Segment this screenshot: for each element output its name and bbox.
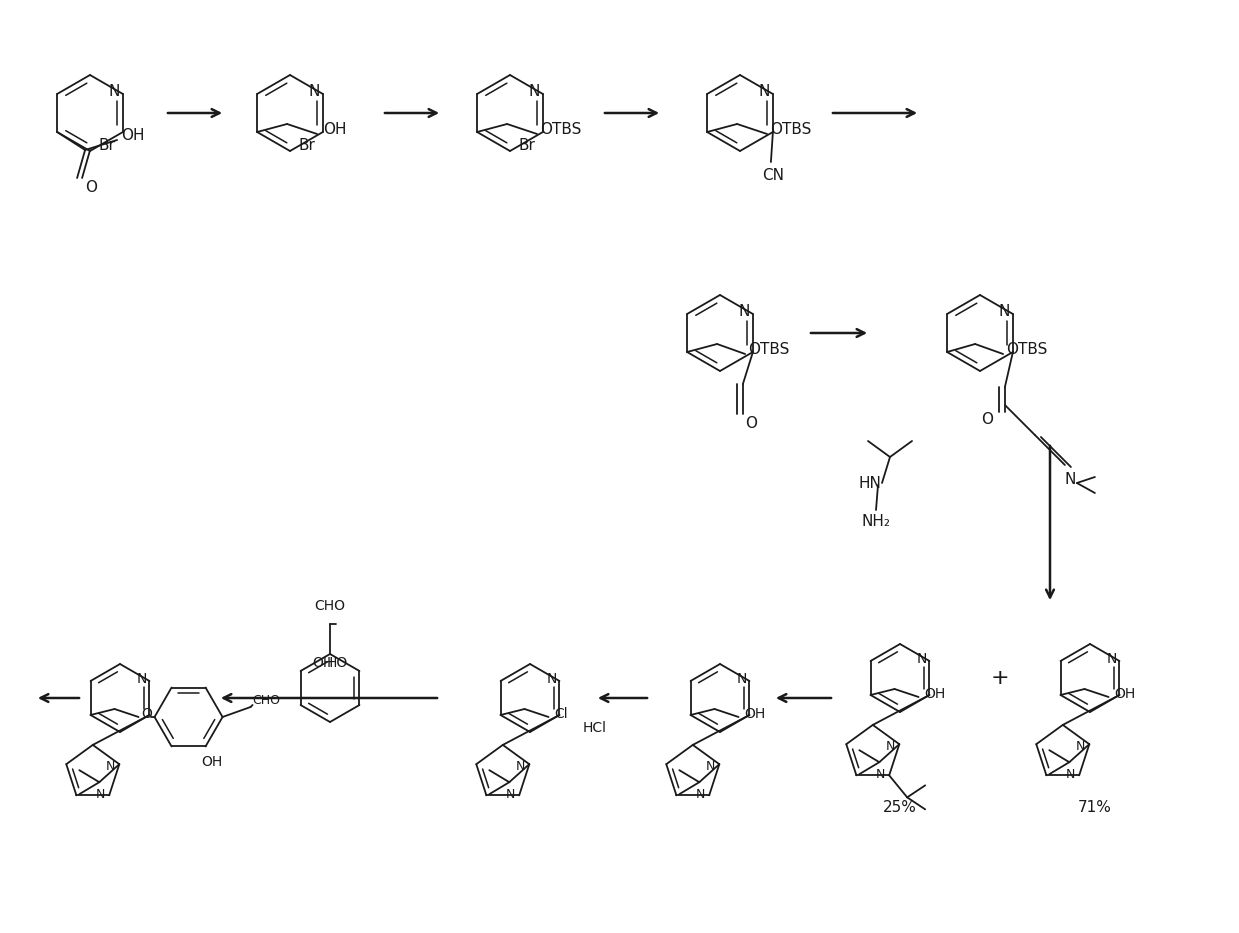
Text: N: N bbox=[528, 85, 540, 100]
Text: OH: OH bbox=[1114, 687, 1135, 701]
Text: OH: OH bbox=[924, 687, 945, 701]
Text: OTBS: OTBS bbox=[1006, 342, 1048, 357]
Text: OH: OH bbox=[323, 122, 347, 137]
Text: N: N bbox=[1106, 652, 1116, 666]
Text: HN: HN bbox=[859, 476, 881, 491]
Text: HCl: HCl bbox=[584, 721, 607, 735]
Text: Br: Br bbox=[98, 138, 115, 154]
Text: N: N bbox=[136, 672, 146, 686]
Text: O: O bbox=[981, 411, 992, 426]
Text: CN: CN bbox=[762, 169, 784, 184]
Text: OTBS: OTBS bbox=[771, 122, 812, 137]
Text: N: N bbox=[736, 672, 747, 686]
Text: O: O bbox=[745, 416, 757, 431]
Text: +: + bbox=[991, 668, 1010, 688]
Text: N: N bbox=[108, 85, 120, 100]
Text: Br: Br bbox=[518, 138, 535, 154]
Text: N: N bbox=[95, 787, 105, 801]
Text: OH: OH bbox=[743, 707, 766, 721]
Text: N: N bbox=[515, 759, 525, 773]
Text: OTBS: OTBS bbox=[748, 342, 789, 357]
Text: 71%: 71% bbox=[1078, 801, 1111, 815]
Text: N: N bbox=[105, 759, 115, 773]
Text: OH: OH bbox=[121, 129, 145, 144]
Text: OH: OH bbox=[201, 756, 222, 770]
Text: Cl: Cl bbox=[555, 707, 569, 721]
Text: NH₂: NH₂ bbox=[861, 513, 891, 528]
Text: Br: Br bbox=[299, 138, 316, 154]
Text: HO: HO bbox=[327, 656, 348, 670]
Text: N: N bbox=[706, 759, 715, 773]
Text: N: N bbox=[506, 787, 515, 801]
Text: N: N bbox=[1075, 740, 1085, 753]
Text: N: N bbox=[876, 768, 885, 781]
Text: N: N bbox=[917, 652, 927, 666]
Text: OH: OH bbox=[312, 656, 333, 670]
Text: O: O bbox=[85, 179, 97, 194]
Text: N: N bbox=[886, 740, 895, 753]
Text: N: N bbox=[1066, 768, 1075, 781]
Text: OTBS: OTBS bbox=[540, 122, 582, 137]
Text: 25%: 25% bbox=[883, 801, 917, 815]
Text: CHO: CHO bbox=[253, 693, 280, 706]
Text: N: N bbox=[999, 304, 1010, 319]
Text: N: N bbox=[1064, 471, 1075, 486]
Text: O: O bbox=[141, 707, 152, 721]
Text: CHO: CHO bbox=[315, 599, 346, 613]
Text: N: N bbox=[546, 672, 556, 686]
Text: N: N bbox=[758, 85, 769, 100]
Text: N: N bbox=[309, 85, 320, 100]
Text: N: N bbox=[695, 787, 705, 801]
Text: N: N bbox=[738, 304, 750, 319]
